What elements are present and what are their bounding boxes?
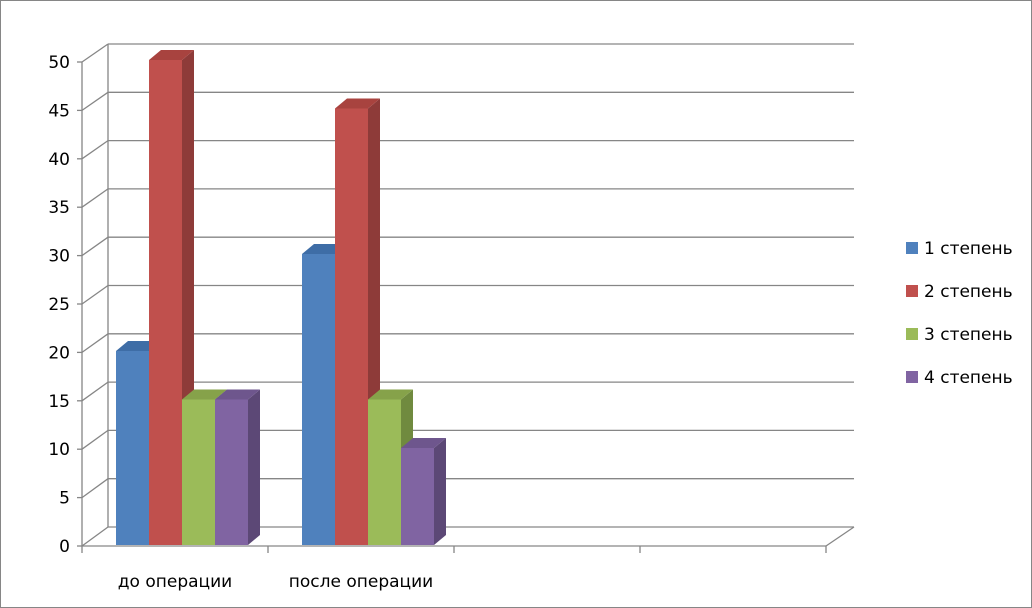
legend-item: 1 степень bbox=[906, 239, 1013, 259]
bars bbox=[116, 50, 446, 545]
category-label: после операции bbox=[289, 572, 433, 592]
category-labels: до операции после операции bbox=[118, 572, 433, 592]
y-tick-label: 35 bbox=[48, 198, 70, 218]
floor-right-edge bbox=[825, 526, 855, 547]
gridline bbox=[77, 139, 854, 160]
y-tick-label: 20 bbox=[48, 343, 70, 363]
legend-label: 4 степень bbox=[924, 368, 1013, 388]
bar bbox=[401, 438, 446, 545]
legend-swatch bbox=[906, 242, 918, 254]
legend-swatch bbox=[906, 328, 918, 340]
gridline bbox=[77, 381, 854, 402]
y-tick-label: 0 bbox=[59, 537, 70, 557]
legend-label: 3 степень bbox=[924, 325, 1013, 345]
bar bbox=[215, 389, 260, 545]
gridline bbox=[77, 284, 854, 305]
axes bbox=[81, 44, 855, 553]
gridline bbox=[77, 188, 854, 208]
legend-label: 1 степень bbox=[924, 239, 1013, 259]
y-tick-labels: 0 5 10 15 20 25 30 35 40 45 50 bbox=[48, 53, 70, 557]
gridline bbox=[77, 333, 854, 354]
y-tick-label: 30 bbox=[48, 247, 70, 267]
y-tick-label: 50 bbox=[48, 53, 70, 73]
legend-label: 2 степень bbox=[924, 282, 1013, 302]
y-tick-label: 25 bbox=[48, 295, 70, 315]
y-tick-label: 40 bbox=[48, 150, 70, 170]
gridline bbox=[77, 43, 854, 63]
legend-swatch bbox=[906, 371, 918, 383]
legend: 1 степень 2 степень 3 степень 4 степень bbox=[906, 239, 1013, 388]
gridline bbox=[77, 236, 854, 257]
legend-item: 2 степень bbox=[906, 282, 1013, 302]
y-tick-label: 45 bbox=[48, 101, 70, 121]
y-tick-label: 15 bbox=[48, 392, 70, 412]
legend-item: 3 степень bbox=[906, 325, 1013, 345]
legend-swatch bbox=[906, 285, 918, 297]
y-tick-label: 10 bbox=[48, 440, 70, 460]
category-label: до операции bbox=[118, 572, 232, 592]
y-tick-label: 5 bbox=[59, 489, 70, 509]
gridline bbox=[77, 91, 854, 112]
legend-item: 4 степень bbox=[906, 368, 1013, 388]
